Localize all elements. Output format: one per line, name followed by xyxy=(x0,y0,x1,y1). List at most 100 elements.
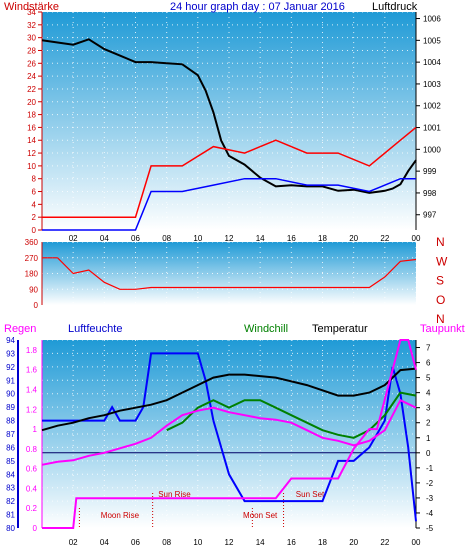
pressure-tick-label: 999 xyxy=(423,167,437,176)
temperature-tick-label: -1 xyxy=(426,464,434,473)
panel3-x-tick-label: 16 xyxy=(287,538,296,547)
humidity-tick-label: 91 xyxy=(6,376,15,385)
temperature-label: Temperatur xyxy=(312,323,368,335)
panel3-x-tick-label: 02 xyxy=(69,538,78,547)
panel1-x-tick-label: 10 xyxy=(193,234,202,243)
pressure-tick-label: 997 xyxy=(423,211,437,220)
rain-tick-label: 1.2 xyxy=(26,405,38,414)
temperature-tick-label: 5 xyxy=(426,374,431,383)
pressure-tick-label: 1002 xyxy=(423,102,441,111)
direction-tick-label: 90 xyxy=(29,285,38,294)
wind-tick-label: 16 xyxy=(27,123,36,132)
pressure-tick-label: 1003 xyxy=(423,80,441,89)
wind-tick-label: 2 xyxy=(32,213,37,222)
rain-tick-label: 1.8 xyxy=(26,346,38,355)
series-luftdruck xyxy=(41,38,417,194)
rain-tick-label: 0.4 xyxy=(26,484,38,493)
rain-tick-label: 0.8 xyxy=(26,445,38,454)
panel1-x-tick-label: 18 xyxy=(318,234,327,243)
compass-label: O xyxy=(436,293,445,307)
humidity-axis-title: Luftfeuchte xyxy=(68,323,122,335)
panel1-x-tick-label: 22 xyxy=(380,234,389,243)
pressure-tick-label: 1005 xyxy=(423,36,441,45)
wind-tick-label: 14 xyxy=(27,136,36,145)
panel1-x-tick-label: 08 xyxy=(162,234,171,243)
wind-tick-label: 26 xyxy=(27,59,36,68)
pressure-tick-label: 998 xyxy=(423,189,437,198)
temperature-tick-label: 6 xyxy=(426,359,431,368)
panel1-x-tick-label: 00 xyxy=(412,234,421,243)
wind-tick-label: 0 xyxy=(32,226,37,235)
temperature-tick-label: 3 xyxy=(426,404,431,413)
panel1-x-tick-label: 14 xyxy=(256,234,265,243)
panel3-x-tick-label: 06 xyxy=(131,538,140,547)
wind-tick-label: 8 xyxy=(32,175,37,184)
humidity-tick-label: 85 xyxy=(6,457,15,466)
panel1-x-tick-label: 20 xyxy=(349,234,358,243)
humidity-tick-label: 84 xyxy=(6,470,15,479)
series-temperatur xyxy=(41,367,417,432)
wind-tick-label: 12 xyxy=(27,149,36,158)
series-windst-rke-mittel- xyxy=(42,177,416,231)
wind-tick-label: 6 xyxy=(32,188,37,197)
temperature-tick-label: 4 xyxy=(426,389,431,398)
wind-tick-label: 32 xyxy=(27,21,36,30)
pressure-tick-label: 1006 xyxy=(423,15,441,24)
panel3-x-tick-label: 00 xyxy=(412,538,421,547)
humidity-tick-label: 94 xyxy=(6,336,15,345)
pressure-tick-label: 1004 xyxy=(423,58,441,67)
windchill-label: Windchill xyxy=(244,323,288,335)
temperature-tick-label: -5 xyxy=(426,524,434,533)
humidity-tick-label: 90 xyxy=(6,390,15,399)
rain-tick-label: 0 xyxy=(33,524,38,533)
panel3-x-tick-label: 12 xyxy=(225,538,234,547)
wind-tick-label: 34 xyxy=(27,8,36,17)
wind-tick-label: 22 xyxy=(27,85,36,94)
wind-tick-label: 18 xyxy=(27,111,36,120)
chart-title: 24 hour graph day : 07 Januar 2016 xyxy=(170,1,345,13)
wind-tick-label: 24 xyxy=(27,72,36,81)
temperature-tick-label: 0 xyxy=(426,449,431,458)
panel3-background xyxy=(42,340,416,528)
panel3-x-tick-label: 04 xyxy=(100,538,109,547)
series-windst-rke-b-en- xyxy=(42,126,417,218)
wind-tick-label: 4 xyxy=(32,200,37,209)
humidity-tick-label: 92 xyxy=(6,363,15,372)
humidity-tick-label: 81 xyxy=(6,511,15,520)
humidity-tick-label: 93 xyxy=(6,349,15,358)
humidity-tick-label: 80 xyxy=(6,524,15,533)
wind-tick-label: 30 xyxy=(27,34,36,43)
direction-tick-label: 180 xyxy=(25,270,39,279)
pressure-tick-label: 1000 xyxy=(423,145,441,154)
temperature-tick-label: 2 xyxy=(426,419,431,428)
humidity-tick-label: 82 xyxy=(6,497,15,506)
panel3-x-tick-label: 20 xyxy=(349,538,358,547)
panel3-x-tick-label: 10 xyxy=(193,538,202,547)
rain-tick-label: 0.2 xyxy=(26,504,38,513)
annotation-sun-set: Sun Set xyxy=(296,490,325,499)
panel1-x-tick-label: 16 xyxy=(287,234,296,243)
series-regen xyxy=(42,339,417,529)
temperature-tick-label: -2 xyxy=(426,479,434,488)
rain-tick-label: 0.6 xyxy=(26,465,38,474)
series-wind-direction xyxy=(42,257,417,290)
humidity-tick-label: 89 xyxy=(6,403,15,412)
compass-label: N xyxy=(436,312,445,326)
direction-tick-label: 270 xyxy=(25,254,39,263)
rain-tick-label: 1.6 xyxy=(26,366,38,375)
compass-label: W xyxy=(436,254,448,268)
panel3-x-tick-label: 08 xyxy=(162,538,171,547)
temperature-tick-label: 1 xyxy=(426,434,431,443)
rain-tick-label: 1 xyxy=(33,425,38,434)
wind-axis-title: Windstärke xyxy=(4,1,59,13)
wind-tick-label: 20 xyxy=(27,98,36,107)
panel3-x-tick-label: 18 xyxy=(318,538,327,547)
humidity-tick-label: 86 xyxy=(6,443,15,452)
pressure-tick-label: 1001 xyxy=(423,124,441,133)
panel1-x-tick-label: 06 xyxy=(131,234,140,243)
panel3-x-tick-label: 22 xyxy=(380,538,389,547)
dewpoint-label: Taupunkt xyxy=(420,323,465,335)
series-windchill xyxy=(166,391,417,439)
direction-tick-label: 0 xyxy=(34,301,39,310)
